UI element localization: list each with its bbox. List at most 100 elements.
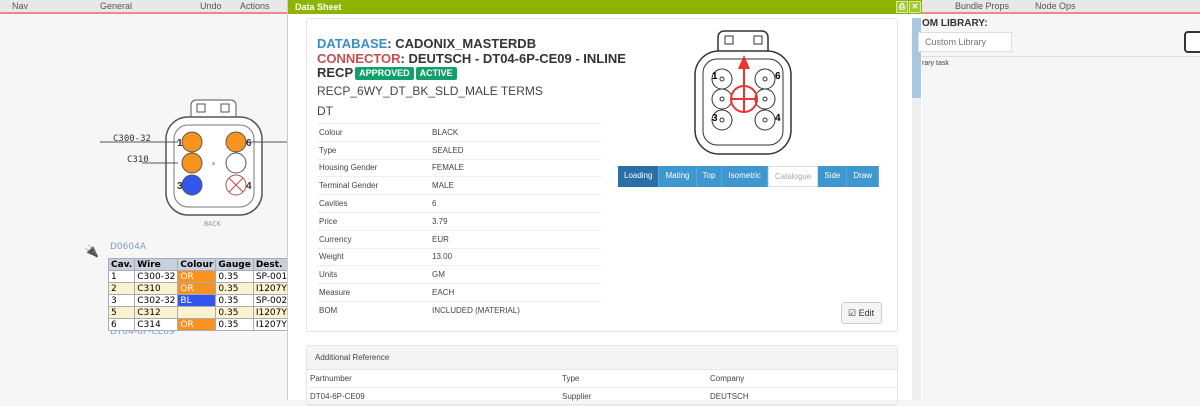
tab-undo[interactable]: Undo: [200, 1, 222, 11]
tab-isometric[interactable]: Isometric: [722, 166, 768, 187]
property-value: BLACK: [432, 127, 459, 137]
tab-bundle-props[interactable]: Bundle Props: [955, 1, 1010, 11]
cell-gauge: 0.35: [215, 306, 254, 319]
cell-gauge: 0.35: [215, 318, 254, 331]
cell-wire: C314: [134, 318, 179, 331]
close-icon[interactable]: ✕: [909, 1, 921, 13]
tab-node-ops[interactable]: Node Ops: [1035, 1, 1076, 11]
tab-loading[interactable]: Loading: [618, 166, 660, 187]
cell-colour: OR: [177, 270, 217, 283]
property-value: GM: [432, 270, 445, 280]
cell-colour: [177, 306, 217, 319]
property-value: MALE: [432, 181, 454, 191]
tab-side[interactable]: Side: [818, 166, 848, 187]
library-panel: OM LIBRARY: rary task: [918, 16, 1200, 400]
property-row: Measure EACH: [317, 283, 601, 301]
pin-number: 6: [775, 71, 781, 82]
property-value: 13.00: [432, 252, 453, 262]
tab-draw[interactable]: Draw: [847, 166, 880, 187]
additional-reference-panel: Additional Reference Partnumber Type Com…: [306, 345, 898, 406]
svg-text:4: 4: [246, 181, 252, 192]
edit-icon: ☑: [848, 308, 857, 318]
connector-back-view: 1 6 3 4: [100, 99, 290, 216]
property-value: 6: [432, 199, 437, 209]
library-title: OM LIBRARY:: [922, 18, 988, 29]
part-name[interactable]: DT04-6P-CE09: [110, 327, 175, 337]
pin-label: C300-32: [113, 134, 151, 144]
property-key: Currency: [319, 234, 352, 244]
schematic-canvas[interactable]: 1 6 3 4 C300-32 C310 BACK 🔌 D0604A DT04-…: [0, 8, 290, 400]
task-text: rary task: [922, 60, 949, 67]
cell-gauge: 0.35: [215, 282, 254, 295]
property-value: 3.79: [432, 216, 448, 226]
cell-gauge: 0.35: [215, 294, 254, 307]
approved-badge: APPROVED: [355, 67, 414, 80]
connector-image: [694, 30, 792, 155]
connector-name[interactable]: D0604A: [110, 242, 146, 252]
tab-catalogue[interactable]: Catalogue: [767, 166, 819, 187]
scrollbar-thumb[interactable]: [912, 18, 921, 98]
svg-text:3: 3: [177, 181, 183, 192]
datasheet-card: DATABASE: CADONIX_MASTERDB CONNECTOR: DE…: [306, 18, 898, 332]
cell-wire: C312: [134, 306, 179, 319]
description: RECP_6WY_DT_BK_SLD_MALE TERMS: [317, 84, 543, 98]
property-row: Terminal Gender MALE: [317, 176, 601, 194]
edit-button[interactable]: ☑ Edit: [841, 302, 882, 324]
custom-library-input[interactable]: [918, 32, 1012, 52]
property-row: Price 3.79: [317, 211, 601, 230]
property-key: Colour: [319, 127, 343, 137]
tab-general[interactable]: General: [100, 1, 133, 11]
property-row: Colour BLACK: [317, 123, 601, 141]
active-badge: ACTIVE: [415, 67, 457, 80]
property-row: Housing Gender FEMALE: [317, 158, 601, 177]
property-value: SEALED: [432, 145, 464, 155]
tab-mating[interactable]: Mating: [659, 166, 697, 187]
cell-cav: 5: [107, 306, 136, 319]
database-heading: DATABASE: CADONIX_MASTERDB: [317, 36, 537, 51]
property-key: Price: [319, 216, 338, 226]
property-value: FEMALE: [432, 163, 465, 173]
property-value: INCLUDED (MATERIAL): [432, 305, 520, 315]
property-row: Type SEALED: [317, 140, 601, 159]
cell-cav: 2: [107, 282, 136, 295]
property-value: EUR: [432, 234, 449, 244]
property-value: EACH: [432, 288, 455, 298]
property-key: Weight: [319, 252, 344, 262]
print-icon[interactable]: ⎙: [896, 1, 908, 13]
cell-wire: C302-32: [134, 294, 179, 307]
view-tabs: Loading Mating Top Isometric Catalogue Side Dr…: [618, 166, 880, 187]
svg-text:1: 1: [177, 138, 183, 149]
cell-gauge: 0.35: [215, 270, 254, 283]
pin-number: 1: [712, 71, 718, 82]
additional-reference-header: Partnumber Type Company: [307, 370, 897, 388]
cell-colour: OR: [177, 282, 217, 295]
family: DT: [317, 104, 333, 118]
tab-top[interactable]: Top: [696, 166, 723, 187]
pin-number: 4: [775, 113, 781, 124]
cell-colour: OR: [177, 318, 217, 331]
tab-nav[interactable]: Nav: [12, 1, 29, 11]
modal-title: Data Sheet: [295, 2, 342, 12]
cell-wire: C300-32: [134, 270, 179, 283]
col-wire: Wire: [134, 258, 179, 271]
cell-cav: 3: [107, 294, 136, 307]
cell-cav: 1: [107, 270, 136, 283]
property-key: BOM: [319, 305, 338, 315]
col-colour: Colour: [177, 258, 217, 271]
modal-scrollbar[interactable]: [912, 18, 921, 400]
property-row: Cavities 6: [317, 194, 601, 212]
plug-icon[interactable]: 🔌: [84, 244, 99, 258]
property-row: Weight 13.00: [317, 247, 601, 266]
table-row: DT04-6P-CE09 Supplier DEUTSCH: [307, 388, 897, 406]
property-key: Measure: [319, 288, 351, 298]
property-row: Currency EUR: [317, 229, 601, 248]
library-action-button[interactable]: [1184, 31, 1200, 53]
property-key: Terminal Gender: [319, 181, 379, 191]
cell-colour: BL: [177, 294, 217, 307]
property-key: Cavities: [319, 199, 348, 209]
connector-heading: CONNECTOR: DEUTSCH - DT04-6P-CE09 - INLI…: [317, 51, 626, 80]
modal-title-bar[interactable]: Data Sheet ⎙ ✕: [288, 0, 922, 14]
tab-actions[interactable]: Actions: [240, 1, 270, 11]
properties-table: Colour BLACK Type SEALED Housing Gender FEMAL…: [317, 123, 601, 319]
cell-wire: C310: [134, 282, 179, 295]
